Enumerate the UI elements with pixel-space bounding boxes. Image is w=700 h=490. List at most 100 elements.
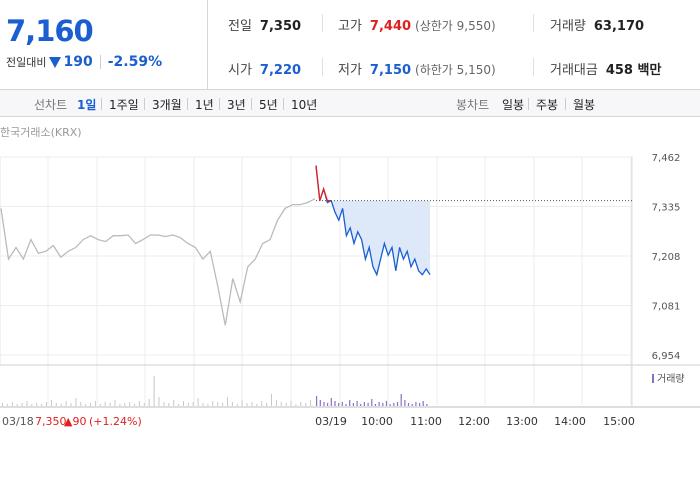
chart-grid [0, 156, 700, 408]
volume-bar-today [338, 403, 340, 406]
volume-bar-today [419, 403, 421, 406]
volume-bar-prev [241, 400, 243, 406]
volume-bar-prev [310, 400, 312, 406]
stat-value: 458 백만 [605, 63, 662, 78]
volume-bar-prev [275, 400, 277, 406]
volume-bar-prev [202, 403, 204, 406]
volume-bar-today [319, 400, 321, 406]
today-price-line [315, 165, 431, 277]
stat-label: 전일 [228, 19, 252, 34]
y-tick-label: 7,335 [652, 203, 681, 214]
volume-bar-today [407, 403, 410, 406]
chart-toolbar: 선차트 1일 1주일 3개월 1년 3년 5년 10년 봉차트 일봉 주봉 월봉 [0, 90, 700, 117]
volume-bar-prev [109, 403, 111, 406]
volume-bar-today [385, 401, 388, 406]
line-chart-label: 선차트 [34, 98, 68, 112]
period-1w[interactable]: 1주일 [109, 98, 139, 112]
x-tick-label: 13:00 [506, 415, 538, 428]
y-tick-label: 7,462 [652, 153, 681, 164]
volume-bar-prev [256, 404, 258, 406]
x-tick-label: 12:00 [458, 415, 490, 428]
volume-bar-prev [271, 394, 272, 406]
volume-bar-today [415, 402, 417, 406]
volume-bar-today [404, 400, 406, 406]
stat-value: 7,350 [259, 19, 302, 34]
volume-bar-today [382, 403, 384, 406]
volume-bar-prev [222, 403, 224, 406]
volume-bar-prev [178, 404, 180, 406]
period-1y[interactable]: 1년 [195, 98, 214, 112]
divider [251, 98, 252, 110]
stat-value: 7,220 [259, 63, 302, 78]
period-3m[interactable]: 3개월 [152, 98, 182, 112]
divider [528, 98, 529, 110]
volume-bar-today [316, 396, 318, 406]
prev-close: 7,350 [35, 415, 67, 428]
volume-bar-today [378, 402, 380, 406]
divider [144, 98, 145, 110]
price-box: 7,160 전일대비 190 -2.59% [0, 0, 208, 90]
period-monthly[interactable]: 월봉 [573, 98, 596, 112]
volume-bar-prev [261, 401, 263, 406]
volume-bar-prev [183, 401, 184, 406]
volume-bar-prev [134, 404, 135, 406]
change-summary: 전일대비 190 -2.59% [6, 54, 162, 70]
period-10y[interactable]: 10년 [291, 98, 318, 112]
volume-bar-prev [138, 401, 140, 406]
x-axis-ticks: 03/19 10:00 11:00 12:00 13:00 14:00 15:00 [315, 415, 635, 428]
volume-bars [2, 376, 428, 406]
candle-chart-label: 봉차트 [456, 98, 490, 112]
volume-bar-today [330, 398, 332, 406]
volume-bar-prev [21, 403, 23, 406]
data-source: 한국거래소(KRX) [0, 126, 82, 139]
divider [533, 14, 534, 32]
volume-bar-prev [60, 404, 62, 406]
volume-bar-today [349, 400, 351, 406]
volume-bar-prev [153, 376, 155, 406]
x-tick-label: 10:00 [361, 415, 393, 428]
stat-value: 7,150 [369, 63, 412, 78]
volume-bar-prev [251, 402, 253, 406]
divider [322, 14, 323, 32]
stat-value: 7,440 [369, 19, 412, 34]
x-tick-label: 15:00 [603, 415, 635, 428]
period-weekly[interactable]: 주봉 [536, 98, 559, 112]
period-1d[interactable]: 1일 [77, 98, 97, 112]
volume-bar-today [411, 404, 413, 406]
volume-bar-prev [129, 402, 131, 406]
volume-bar-prev [31, 404, 33, 406]
prev-change: ▲90 [64, 415, 86, 428]
lower-limit: (하한가 5,150) [415, 63, 496, 77]
volume-bar-prev [212, 401, 214, 406]
intraday-chart[interactable]: 7,462 7,335 7,208 7,081 6,954 03/19 10:00 11:0… [0, 117, 700, 457]
change-divider [99, 55, 101, 69]
period-5y[interactable]: 5년 [259, 98, 278, 112]
volume-bar-today [341, 402, 343, 406]
divider [533, 58, 534, 76]
prev-day-line [0, 198, 316, 326]
volume-bar-prev [99, 404, 101, 406]
volume-bar-prev [187, 403, 189, 406]
volume-bar-prev [300, 402, 302, 406]
volume-bar-today [334, 401, 336, 406]
prev-change-pct: (+1.24%) [89, 415, 142, 428]
volume-bar-today [400, 394, 402, 406]
volume-bar-today [396, 402, 399, 406]
volume-bar-prev [16, 404, 18, 406]
volume-bar-prev [94, 401, 96, 406]
volume-bar-today [345, 404, 347, 406]
volume-bar-prev [192, 402, 194, 406]
period-daily[interactable]: 일봉 [502, 98, 525, 112]
volume-bar-today [352, 403, 354, 406]
upper-limit: (상한가 9,550) [415, 19, 496, 33]
volume-bar-prev [11, 402, 13, 406]
change-label: 전일대비 [6, 56, 47, 69]
volume-bar-prev [46, 402, 47, 406]
volume-legend-marker [652, 374, 654, 383]
period-3y[interactable]: 3년 [227, 98, 246, 112]
volume-bar-today [363, 402, 365, 406]
y-tick-label: 7,081 [652, 302, 681, 313]
volume-bar-today [393, 403, 395, 406]
y-tick-label: 6,954 [652, 351, 681, 362]
volume-bar-today [327, 403, 329, 406]
